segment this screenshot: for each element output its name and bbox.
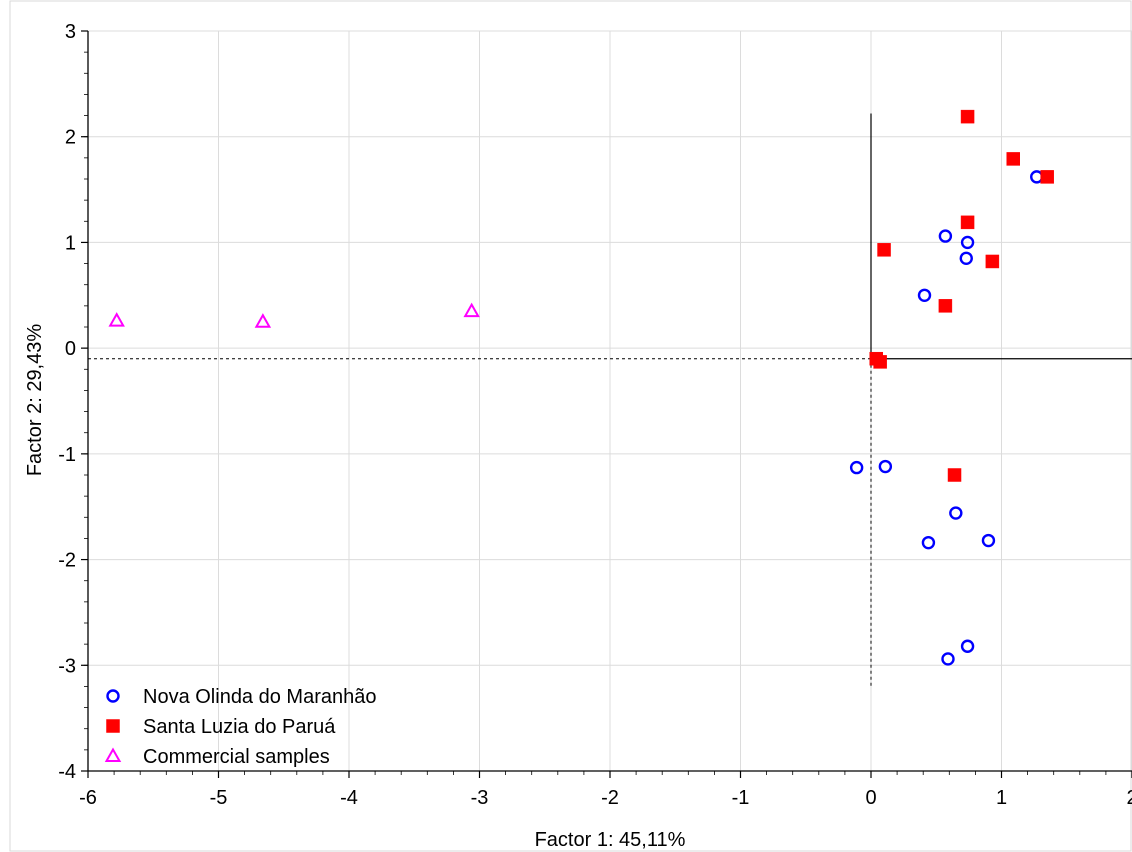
square-point [985,254,1000,269]
y-tick-label: 2 [65,127,76,149]
reference-lines [88,113,1132,689]
legend-marker [104,747,122,762]
circle-point [959,251,973,265]
y-tick-label: -4 [58,761,76,783]
x-tick-label: 2 [1126,787,1132,809]
data-points [108,109,1054,666]
x-tick-label: -6 [79,787,97,809]
triangle-point [463,302,480,318]
circle-point [849,460,864,475]
x-tick-label: 0 [865,787,876,809]
circle-point [917,288,932,302]
square-point [1040,170,1054,184]
y-axis-title: Factor 2: 29,43% [24,324,46,477]
y-tick-label: -1 [58,444,76,466]
circle-point [921,535,936,550]
x-tick-label: -5 [210,787,228,809]
circle-point [949,506,963,520]
outer-frame [9,0,1132,852]
axes: -6 -5 -4 -3 -2 -1 0 1 2 -4 -3 -2 -1 0 1 2 3 [58,21,1132,809]
x-tick-label: -4 [340,787,358,809]
y-tick-label: 1 [65,232,76,254]
square-point [960,215,975,230]
x-tick-label: -3 [471,787,489,809]
circle-point [981,533,996,548]
circle-point [938,229,953,243]
square-point [1006,152,1020,166]
x-axis-title: Factor 1: 45,11% [535,829,686,851]
legend: Nova Olinda do Maranhão Santa Luzia do Pa… [104,686,376,768]
triangle-point [108,312,125,327]
x-tick-label: -1 [732,787,750,809]
square-point [938,299,953,313]
y-tick-label: -2 [58,550,76,572]
y-tick-label: -3 [58,655,76,677]
x-tick-label: -2 [601,787,619,809]
circle-point [960,639,975,653]
y-tick-label: 3 [65,21,76,43]
legend-label: Commercial samples [143,746,330,768]
square-point [947,468,962,482]
square-point [960,109,975,124]
legend-marker [106,719,120,733]
legend-label: Nova Olinda do Maranhão [143,686,376,708]
legend-label: Santa Luzia do Paruá [143,716,336,738]
y-tick-label: 0 [65,338,76,360]
circle-point [941,652,955,666]
square-point [877,243,891,257]
circle-point [960,235,975,250]
x-tick-label: 1 [996,787,1007,809]
circle-point [878,459,893,474]
square-point [873,355,887,369]
triangle-point [254,313,272,328]
legend-marker [106,689,120,703]
